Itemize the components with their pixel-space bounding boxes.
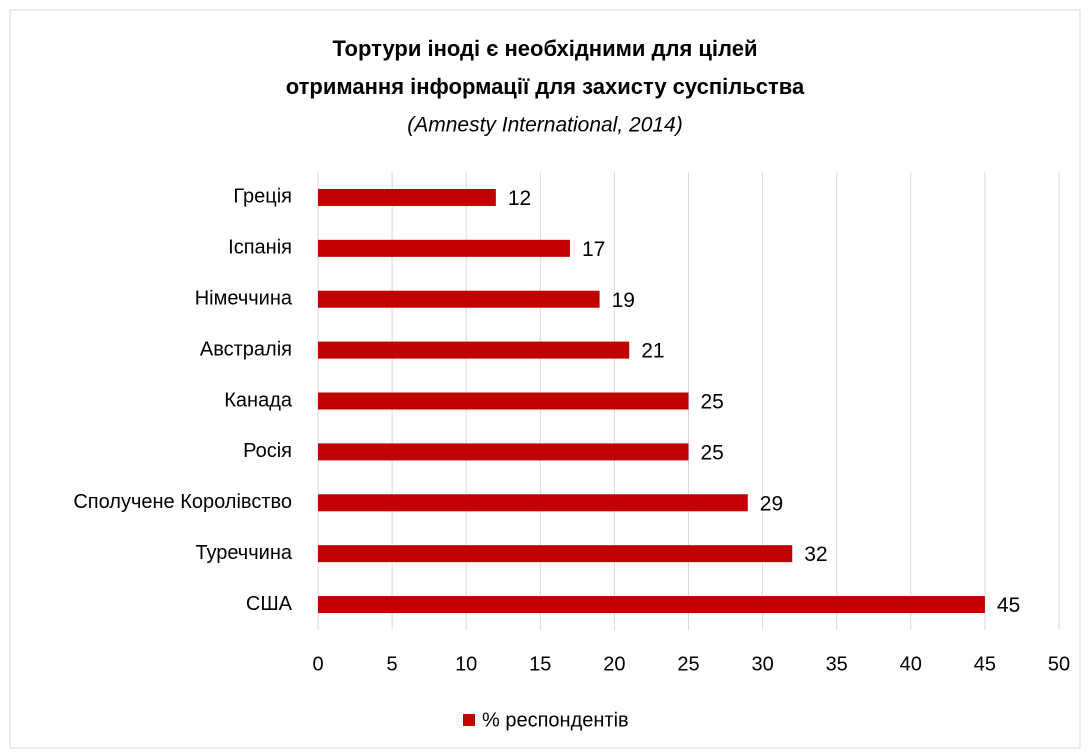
legend-swatch (463, 714, 475, 726)
chart-title: отримання інформації для захисту суспіль… (286, 74, 805, 99)
y-tick-label: Іспанія (228, 237, 292, 259)
x-tick-label: 0 (312, 653, 323, 675)
bar (318, 392, 689, 410)
chart-title: Тортури іноді є необхідними для цілей (333, 36, 758, 61)
chart-subtitle: (Amnesty International, 2014) (407, 114, 682, 137)
bar (318, 188, 496, 206)
bar (318, 341, 630, 359)
x-tick-label: 50 (1048, 653, 1070, 675)
y-tick-label: Греція (233, 186, 292, 208)
x-tick-label: 20 (603, 653, 625, 675)
bar (318, 494, 748, 512)
data-label: 32 (804, 543, 827, 566)
data-label: 45 (997, 594, 1020, 617)
y-tick-label: Росія (243, 440, 292, 462)
data-label: 19 (612, 289, 635, 312)
y-tick-label: Канада (224, 389, 293, 411)
data-label: 17 (582, 238, 605, 261)
bar (318, 596, 985, 614)
x-tick-label: 10 (455, 653, 477, 675)
data-label: 29 (760, 492, 783, 515)
y-tick-label: Сполучене Королівство (73, 491, 292, 513)
y-tick-label: США (246, 593, 293, 615)
x-tick-label: 45 (974, 653, 996, 675)
x-tick-label: 25 (677, 653, 699, 675)
x-tick-label: 30 (751, 653, 773, 675)
x-tick-label: 15 (529, 653, 551, 675)
y-tick-label: Німеччина (195, 288, 293, 310)
chart-border (9, 9, 1081, 749)
data-label: 25 (701, 441, 724, 464)
x-tick-label: 35 (826, 653, 848, 675)
data-label: 21 (641, 340, 664, 363)
bar (318, 239, 570, 257)
bar (318, 545, 793, 563)
data-label: 12 (508, 187, 531, 210)
data-label: 25 (701, 391, 724, 414)
x-tick-label: 5 (387, 653, 398, 675)
y-tick-label: Австралія (200, 338, 292, 360)
legend-label: % респондентів (482, 709, 629, 731)
bar (318, 290, 600, 308)
x-tick-label: 40 (900, 653, 922, 675)
bar (318, 443, 689, 461)
y-tick-label: Туреччина (195, 542, 293, 564)
